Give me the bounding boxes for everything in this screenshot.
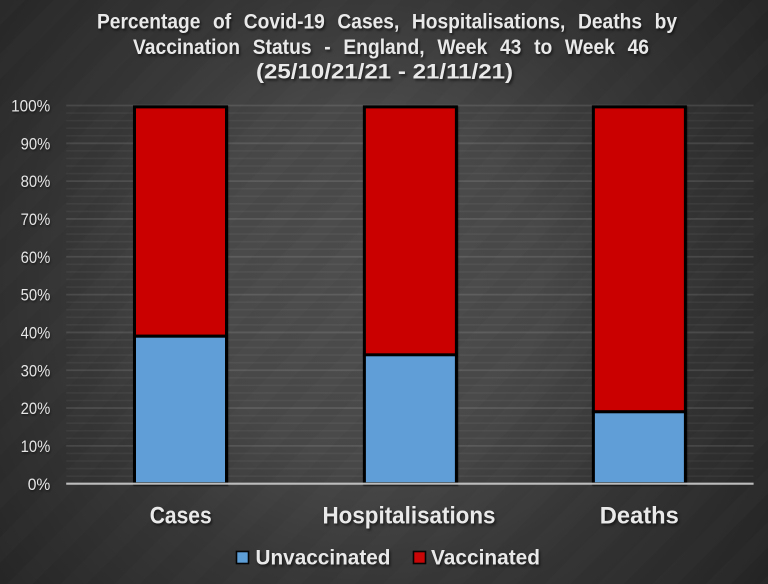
svg-text:100%: 100% xyxy=(11,97,50,116)
svg-text:80%: 80% xyxy=(21,172,51,191)
svg-text:Hospitalisations: Hospitalisations xyxy=(323,502,496,529)
svg-text:20%: 20% xyxy=(21,399,51,418)
svg-text:Percentage of Covid-19 Cases,: Percentage of Covid-19 Cases, Hospitalis… xyxy=(97,11,677,34)
svg-text:Unvaccinated: Unvaccinated xyxy=(256,546,391,569)
svg-text:(25/10/21/21 - 21/11/21): (25/10/21/21 - 21/11/21) xyxy=(256,61,513,84)
svg-text:50%: 50% xyxy=(21,286,51,305)
svg-text:0%: 0% xyxy=(28,475,51,494)
svg-text:10%: 10% xyxy=(21,437,51,456)
svg-text:60%: 60% xyxy=(21,248,51,267)
svg-text:40%: 40% xyxy=(21,324,51,343)
svg-text:Deaths: Deaths xyxy=(600,502,679,529)
svg-text:Vaccination Status - England,: Vaccination Status - England, Week 43 to… xyxy=(133,36,649,59)
svg-text:70%: 70% xyxy=(21,210,51,229)
svg-text:90%: 90% xyxy=(21,134,51,153)
svg-text:30%: 30% xyxy=(21,361,51,380)
svg-text:Vaccinated: Vaccinated xyxy=(431,546,540,569)
svg-text:Cases: Cases xyxy=(150,502,212,529)
